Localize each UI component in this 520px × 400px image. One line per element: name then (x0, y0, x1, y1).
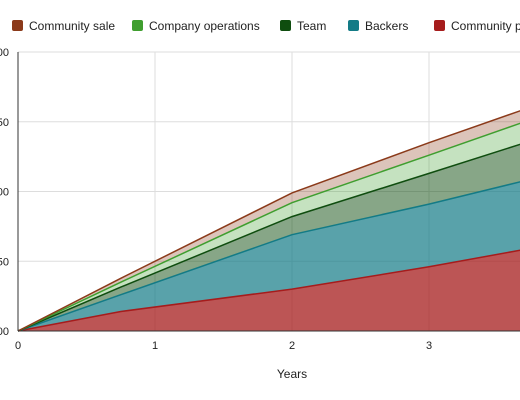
legend-swatch (348, 20, 359, 31)
area-community-programs (18, 250, 520, 331)
area-company-operations (18, 123, 520, 331)
axes (17, 52, 520, 332)
x-tick-label: 2 (289, 340, 295, 352)
line-team (17, 143, 520, 332)
y-tick-label: 00 (0, 326, 9, 338)
line-community-sale (17, 110, 520, 332)
tick-labels: 00500050000123 (0, 47, 432, 352)
legend-label: Team (297, 19, 326, 33)
x-tick-label: 3 (426, 340, 432, 352)
legend-label: Backers (365, 19, 408, 33)
legend: Community sale Company operations Team Back… (12, 19, 520, 33)
legend-item-community-programs[interactable]: Community programs (434, 19, 520, 33)
series-lines (17, 110, 520, 332)
line-community-programs (17, 249, 520, 332)
y-tick-label: 00 (0, 187, 9, 199)
legend-swatch (132, 20, 143, 31)
x-tick-label: 0 (15, 340, 21, 352)
legend-label: Community programs (451, 19, 520, 33)
legend-item-community-sale[interactable]: Community sale (12, 19, 115, 33)
legend-label: Company operations (149, 19, 260, 33)
areas (18, 110, 520, 331)
y-tick-label: 00 (0, 47, 9, 59)
legend-item-team[interactable]: Team (280, 19, 326, 33)
legend-item-company-operations[interactable]: Company operations (132, 19, 260, 33)
line-backers (17, 181, 520, 332)
line-company-operations (17, 122, 520, 332)
legend-swatch (280, 20, 291, 31)
x-tick-label: 1 (152, 340, 158, 352)
x-axis-title: Years (277, 367, 307, 381)
area-backers (18, 181, 520, 331)
area-community-sale (18, 110, 520, 331)
legend-swatch (434, 20, 445, 31)
y-tick-label: 50 (0, 256, 9, 268)
y-tick-label: 50 (0, 117, 9, 129)
area-team (18, 144, 520, 331)
legend-label: Community sale (29, 19, 115, 33)
legend-swatch (12, 20, 23, 31)
legend-item-backers[interactable]: Backers (348, 19, 408, 33)
